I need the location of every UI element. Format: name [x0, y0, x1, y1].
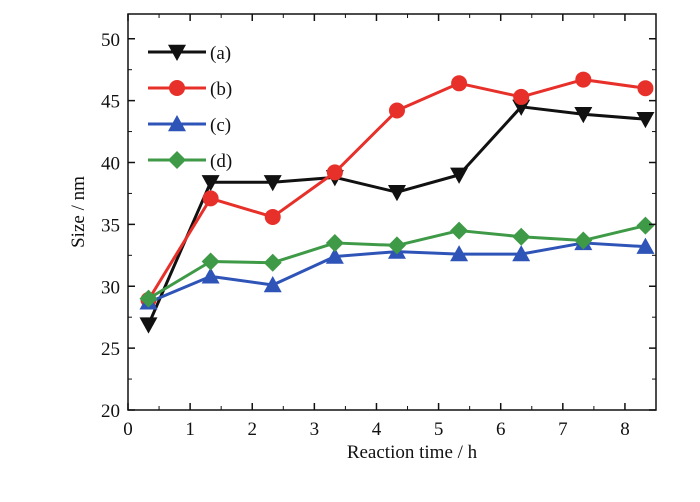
data-point-b-5 — [451, 75, 468, 92]
data-point-d-0 — [139, 289, 158, 308]
series-layer — [139, 71, 655, 334]
x-tick-label: 1 — [185, 419, 195, 440]
data-point-d-2 — [263, 253, 282, 272]
x-axis-title: Reaction time / h — [347, 442, 478, 463]
legend-item-c: (c) — [148, 115, 231, 136]
legend-label-a: (a) — [210, 43, 231, 64]
data-point-d-7 — [574, 231, 593, 250]
legend-marker-d — [168, 151, 186, 169]
x-tick-label: 2 — [247, 419, 257, 440]
data-point-b-8 — [637, 80, 654, 97]
y-tick-label: 45 — [101, 92, 120, 113]
data-point-a-7 — [574, 107, 593, 124]
data-point-d-3 — [325, 233, 344, 252]
data-point-b-2 — [264, 208, 281, 225]
series-line-a — [147, 105, 646, 326]
data-point-a-2 — [263, 175, 282, 192]
data-point-d-8 — [636, 216, 655, 235]
data-point-c-6 — [512, 245, 531, 262]
data-point-b-4 — [388, 102, 405, 119]
data-point-d-5 — [450, 221, 469, 240]
data-point-a-6 — [512, 99, 531, 116]
x-tick-label: 5 — [434, 419, 444, 440]
y-tick-label: 25 — [101, 339, 120, 360]
data-point-c-3 — [325, 247, 344, 264]
y-tick-label: 35 — [101, 215, 120, 236]
data-point-d-4 — [387, 236, 406, 255]
series-d — [139, 216, 655, 308]
legend-marker-b — [169, 80, 185, 96]
legend-item-b: (b) — [148, 79, 232, 100]
data-point-b-6 — [513, 88, 530, 105]
x-tick-label: 0 — [123, 419, 133, 440]
x-tick-label: 8 — [620, 419, 630, 440]
y-tick-label: 30 — [101, 277, 120, 298]
data-point-c-8 — [636, 237, 655, 254]
data-point-d-6 — [512, 227, 531, 246]
legend-label-c: (c) — [210, 115, 231, 136]
legend-label-b: (b) — [210, 79, 232, 100]
legend-marker-c — [168, 115, 186, 132]
data-point-a-5 — [450, 167, 469, 184]
data-point-b-1 — [202, 190, 219, 207]
x-tick-label: 4 — [372, 419, 382, 440]
y-axis-title: Size / nm — [68, 176, 89, 248]
x-tick-label: 6 — [496, 419, 506, 440]
y-tick-label: 50 — [101, 30, 120, 51]
y-tick-label: 40 — [101, 154, 120, 175]
data-point-c-2 — [263, 276, 282, 293]
data-point-b-7 — [575, 71, 592, 88]
legend-item-d: (d) — [148, 151, 232, 172]
x-tick-label: 7 — [558, 419, 568, 440]
plot-frame — [127, 13, 657, 411]
data-point-c-5 — [450, 245, 469, 262]
x-tick-label: 3 — [310, 419, 320, 440]
y-tick-label: 20 — [101, 401, 120, 422]
legend-marker-a — [168, 44, 186, 61]
data-point-a-8 — [636, 111, 655, 129]
legend: (a) (b) (c) (d) — [148, 43, 232, 172]
data-point-a-4 — [387, 185, 406, 202]
data-point-a-1 — [201, 175, 220, 192]
data-point-a-0 — [139, 317, 158, 334]
legend-label-d: (d) — [210, 151, 232, 172]
data-point-b-3 — [326, 164, 343, 181]
legend-item-a: (a) — [148, 43, 231, 64]
data-point-d-1 — [201, 252, 220, 271]
data-point-c-1 — [201, 267, 220, 284]
